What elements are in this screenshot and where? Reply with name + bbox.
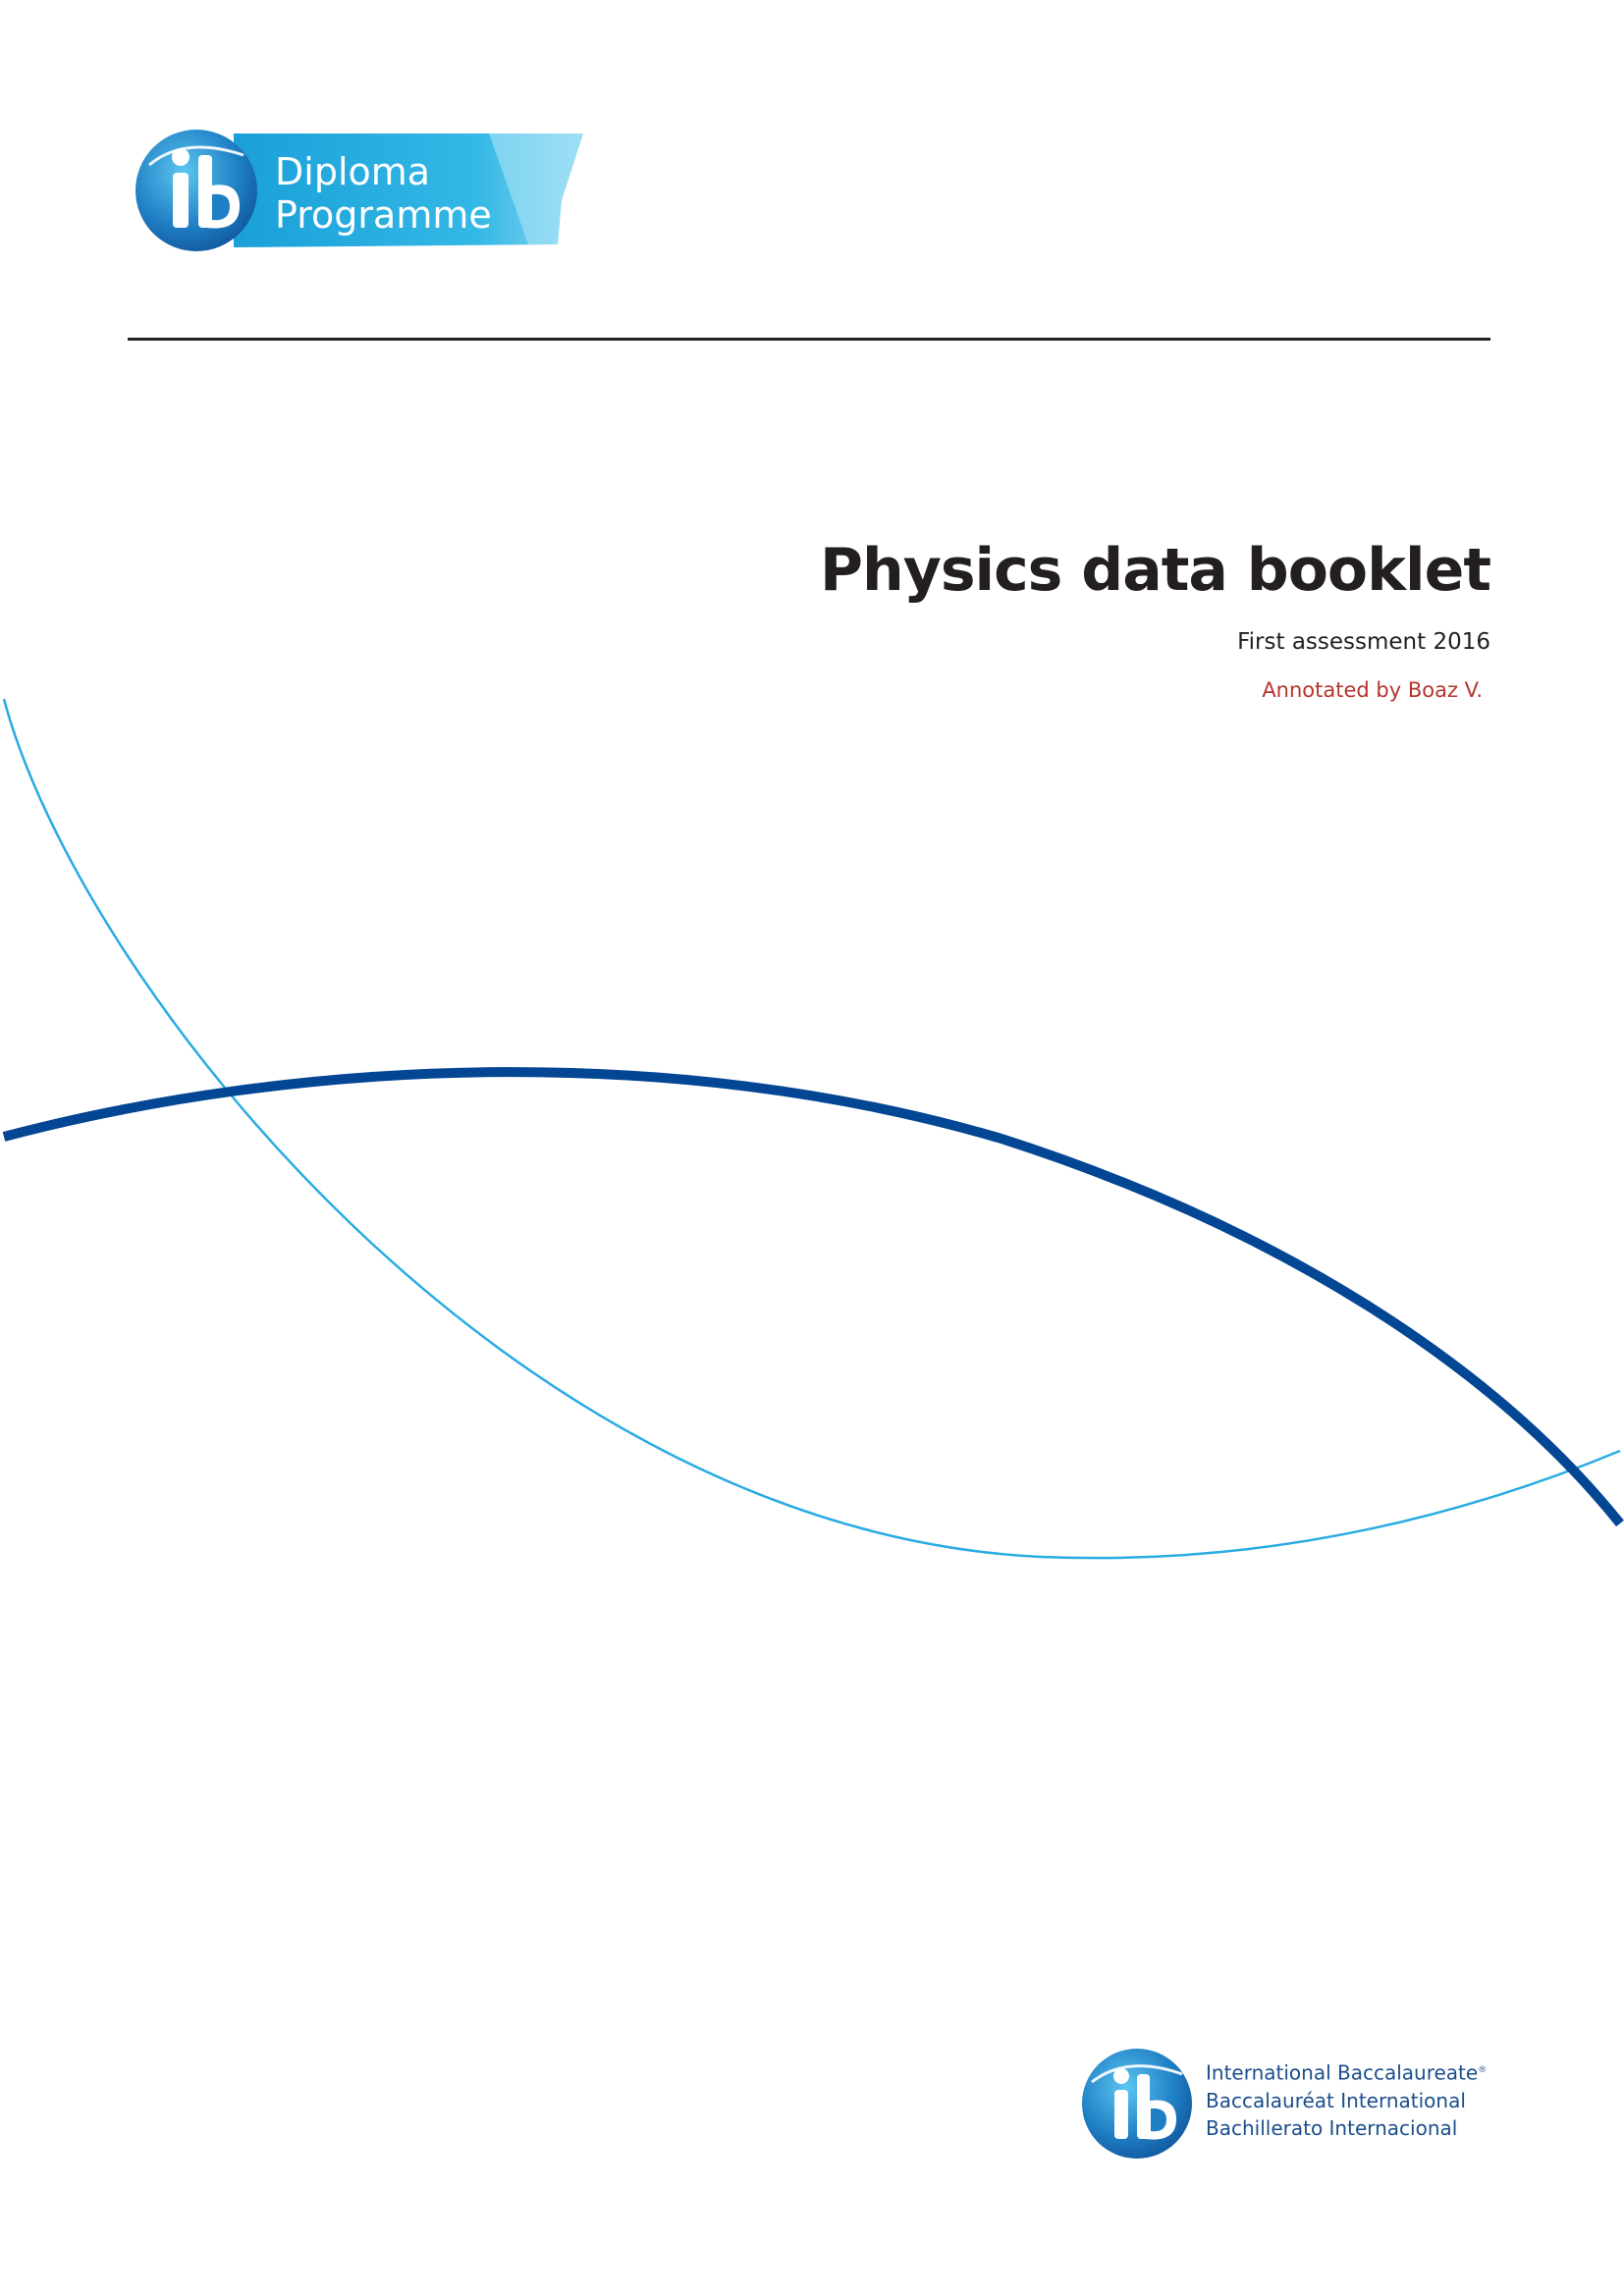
ib-organisation-names: International Baccalaureate® Baccalauréa… xyxy=(1206,2056,1487,2142)
ib-name-english: International Baccalaureate xyxy=(1206,2060,1479,2085)
ib-footer-logo: International Baccalaureate® Baccalauréa… xyxy=(1080,2047,1492,2164)
logo-line2: Programme xyxy=(275,193,492,237)
ib-name-spanish: Bachillerato Internacional xyxy=(1206,2115,1458,2140)
header-rule xyxy=(128,338,1490,341)
page-title: Physics data booklet xyxy=(820,536,1491,605)
diploma-programme-logo: Diploma Programme xyxy=(135,126,587,255)
thick-arc xyxy=(2,1067,1624,1527)
logo-line1: Diploma xyxy=(275,150,430,193)
thin-arc xyxy=(2,698,1621,1560)
annotation-note: Annotated by Boaz V. xyxy=(1262,677,1483,702)
registered-mark: ® xyxy=(1478,2065,1488,2075)
title-block: Physics data booklet First assessment 20… xyxy=(820,536,1491,704)
page-subtitle: First assessment 2016 xyxy=(1237,629,1490,655)
ib-name-french: Baccalauréat International xyxy=(1206,2088,1466,2112)
ib-globe-icon xyxy=(1082,2049,1192,2159)
